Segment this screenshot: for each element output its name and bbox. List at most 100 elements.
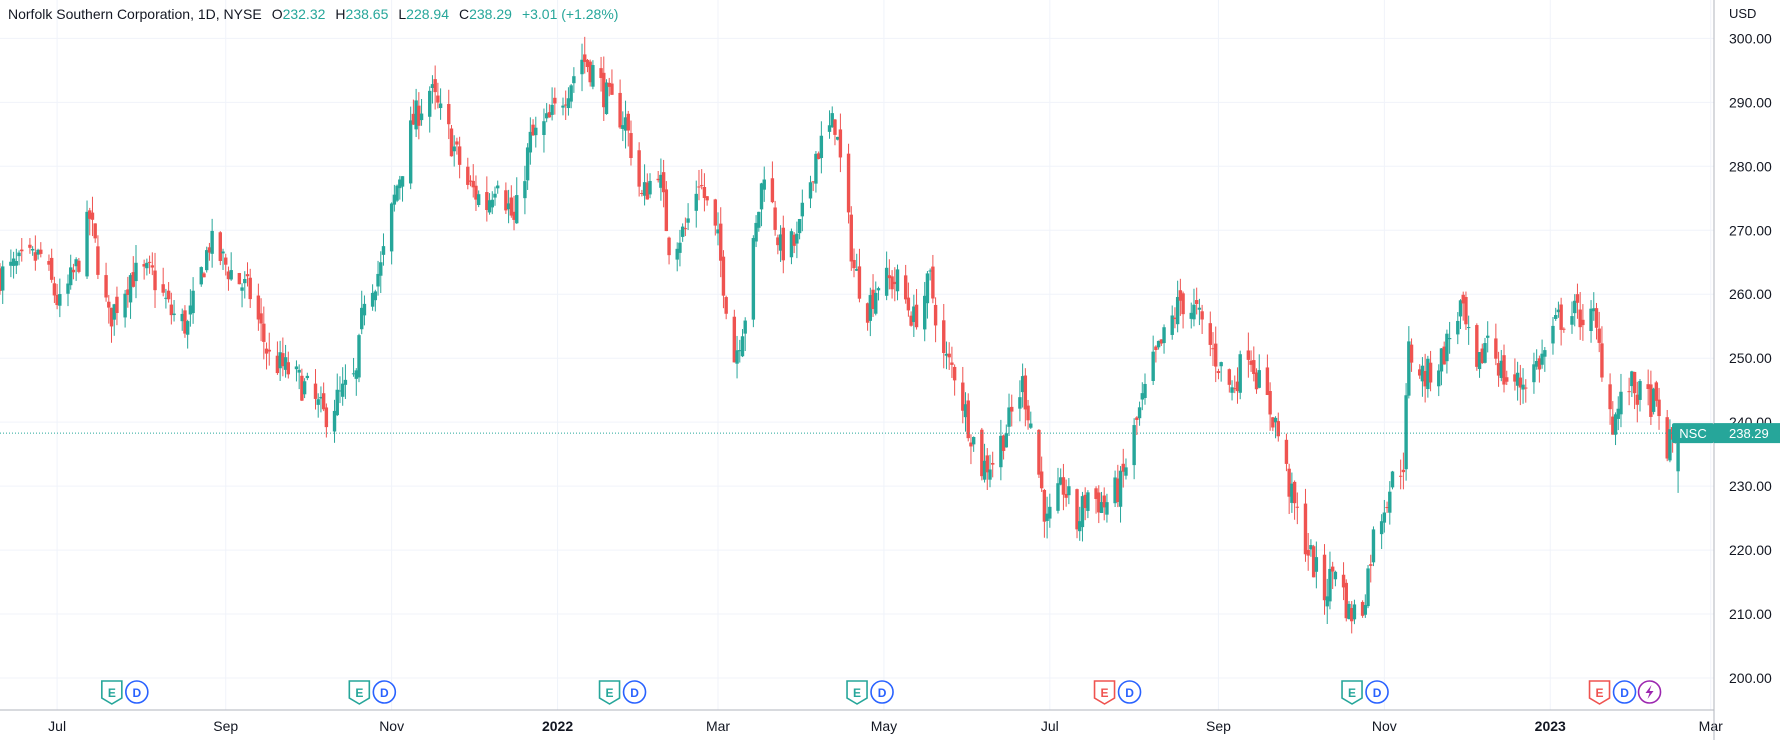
candle-body xyxy=(1271,417,1275,428)
dividend-icon[interactable] xyxy=(125,680,149,704)
candle-body xyxy=(1306,549,1310,556)
candle-body xyxy=(0,268,2,292)
candle-body xyxy=(1056,483,1060,511)
candle-body xyxy=(1048,506,1052,519)
candle-body xyxy=(1551,325,1555,344)
candle-body xyxy=(971,437,976,445)
earnings-icon[interactable] xyxy=(1341,680,1363,705)
candle-body xyxy=(457,146,462,165)
candle-body xyxy=(112,304,116,320)
candle-body xyxy=(553,97,557,104)
candle-body xyxy=(278,352,282,369)
candle-body xyxy=(982,460,987,480)
candle-body xyxy=(1499,360,1503,378)
earnings-icon[interactable] xyxy=(1588,680,1611,705)
earnings-icon[interactable] xyxy=(348,680,371,705)
earnings-icon[interactable] xyxy=(598,680,621,705)
candle-body xyxy=(509,197,514,216)
y-tick-label: 200.00 xyxy=(1729,670,1772,686)
candle-body xyxy=(1496,363,1501,376)
candle-body xyxy=(773,207,777,230)
candle-body xyxy=(648,180,652,195)
candle-body xyxy=(324,407,329,428)
candle-body xyxy=(686,218,690,223)
y-tick-label: 300.00 xyxy=(1729,30,1772,46)
candle-body xyxy=(550,104,554,115)
candle-body xyxy=(205,250,209,271)
candle-body xyxy=(781,227,785,261)
candle-body xyxy=(1227,369,1232,385)
candle-body xyxy=(468,180,473,182)
candle-body xyxy=(1594,308,1599,328)
candle-body xyxy=(1102,495,1106,508)
candle-body xyxy=(166,290,171,300)
candle-body xyxy=(1398,475,1403,477)
candle-body xyxy=(1570,316,1574,325)
candle-body xyxy=(131,272,135,287)
candle-body xyxy=(496,185,500,189)
lightning-icon xyxy=(1645,685,1654,699)
candle-body xyxy=(969,442,973,447)
candle-body xyxy=(1366,568,1370,607)
candle-body xyxy=(1524,387,1528,389)
dividend-icon[interactable] xyxy=(372,680,397,704)
candle-body xyxy=(675,248,679,260)
dividend-icon[interactable] xyxy=(1612,680,1637,704)
candle-body xyxy=(1097,492,1101,513)
candle-body xyxy=(1265,367,1270,396)
earnings-icon[interactable] xyxy=(846,680,868,705)
candle-body xyxy=(1627,391,1631,393)
candle-body xyxy=(642,182,647,196)
candle-body xyxy=(335,389,339,416)
candle-body xyxy=(1668,429,1672,461)
candle-body xyxy=(381,246,386,255)
x-tick-label: 2022 xyxy=(542,718,573,734)
candle-body xyxy=(1230,387,1234,393)
candle-body xyxy=(343,379,348,385)
candle-body xyxy=(487,200,492,213)
y-tick-label: 280.00 xyxy=(1729,158,1772,174)
candle-body xyxy=(716,229,720,234)
candle-body xyxy=(903,275,908,300)
candle-body xyxy=(659,174,663,188)
candle-body xyxy=(697,186,701,188)
candle-body xyxy=(1600,343,1604,378)
candle-body xyxy=(1137,407,1142,419)
candle-body xyxy=(17,252,21,257)
earnings-icon[interactable] xyxy=(101,680,123,705)
candle-body xyxy=(275,355,280,374)
candle-body xyxy=(602,72,606,108)
price-tag xyxy=(1714,423,1780,444)
candle-body xyxy=(1676,433,1680,472)
dividend-icon[interactable] xyxy=(622,680,647,704)
candle-body xyxy=(417,105,421,126)
candle-body xyxy=(1042,489,1047,522)
dividend-icon[interactable] xyxy=(1117,680,1142,704)
dividend-icon[interactable] xyxy=(870,680,894,704)
dividend-icon[interactable] xyxy=(1365,680,1389,704)
candle-body xyxy=(74,259,78,267)
candle-body xyxy=(1246,350,1251,360)
candle-body xyxy=(699,185,704,187)
candle-body xyxy=(229,270,233,280)
candle-body xyxy=(1268,390,1272,415)
candle-body xyxy=(1080,496,1085,528)
candle-body xyxy=(735,350,739,364)
candle-body xyxy=(591,65,595,87)
candle-body xyxy=(414,100,418,130)
x-tick-label: Jul xyxy=(48,718,66,734)
candle-body xyxy=(732,316,737,363)
candle-body xyxy=(816,153,821,160)
candle-body xyxy=(69,267,73,286)
candle-body xyxy=(321,393,326,410)
candle-body xyxy=(857,266,862,299)
candle-body xyxy=(610,83,614,95)
candle-body xyxy=(667,237,671,256)
candle-body xyxy=(58,294,62,306)
candle-body xyxy=(1214,343,1218,367)
earnings-icon[interactable] xyxy=(1093,680,1116,705)
candle-body xyxy=(1385,507,1389,509)
low-label: L xyxy=(398,6,407,22)
